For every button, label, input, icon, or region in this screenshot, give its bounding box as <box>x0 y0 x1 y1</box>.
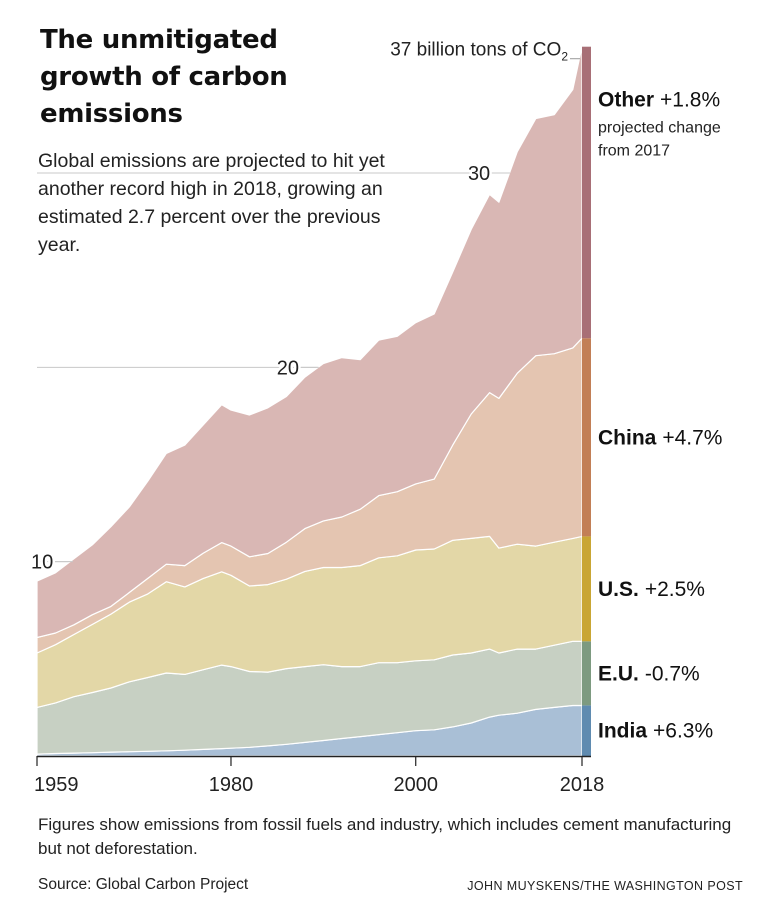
stacked-area-chart: 10 20 30 1959 1980 2000 2018 37 billion tons … <box>31 39 723 796</box>
y-tick-label: 20 <box>277 357 299 379</box>
chart-footnote: Figures show emissions from fossil fuels… <box>38 815 732 858</box>
series-sublabel: projected change <box>598 120 721 137</box>
total-emissions-label: 37 billion tons of CO2 <box>390 40 568 64</box>
color-bar-eu <box>582 641 591 706</box>
chart-source: Source: Global Carbon Project <box>38 876 249 893</box>
color-bar-other <box>582 46 591 339</box>
chart-title: The unmitigated growth of carbon emissio… <box>40 25 288 129</box>
chart-credit: JOHN MUYSKENS/THE WASHINGTON POST <box>467 879 743 893</box>
chart-subtitle: Global emissions are projected to hit ye… <box>38 150 385 256</box>
series-label-eu: E.U. -0.7% <box>598 662 700 685</box>
x-tick-label: 1959 <box>34 774 79 796</box>
x-tick-label: 2018 <box>560 774 605 796</box>
color-bar-us <box>582 536 591 642</box>
series-label-us: U.S. +2.5% <box>598 578 705 601</box>
series-label-china: China +4.7% <box>598 426 722 449</box>
series-sublabel: from 2017 <box>598 143 670 160</box>
color-bar-china <box>582 338 591 537</box>
x-tick-label: 1980 <box>209 774 254 796</box>
series-label-other: Other +1.8% <box>598 89 720 112</box>
y-tick-label: 10 <box>31 552 53 574</box>
color-bar-india <box>582 705 591 756</box>
x-tick-label: 2000 <box>393 774 438 796</box>
y-tick-label: 30 <box>468 163 490 185</box>
series-label-india: India +6.3% <box>598 720 713 743</box>
